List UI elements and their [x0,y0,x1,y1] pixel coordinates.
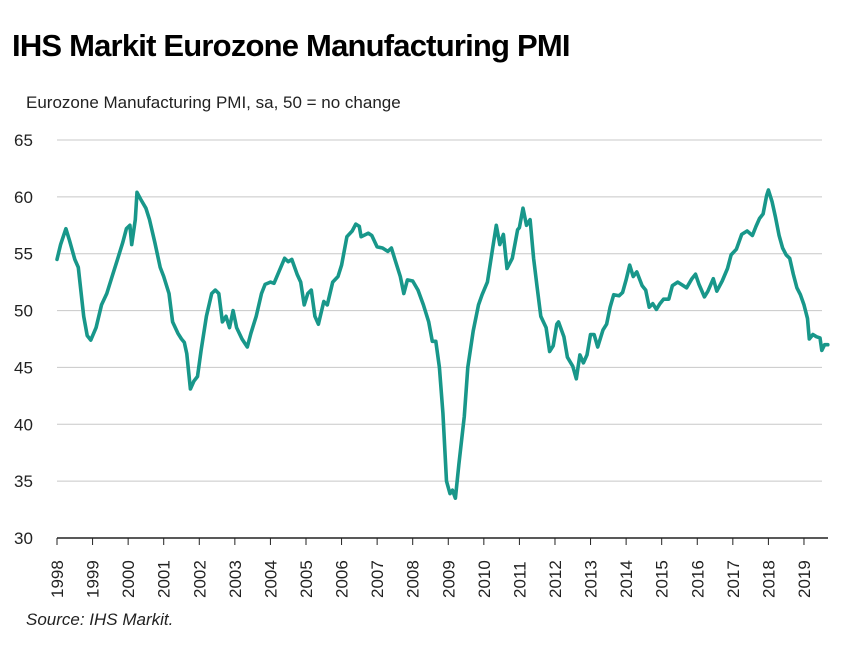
x-tick-label: 2015 [653,560,672,598]
y-tick-label: 30 [14,529,33,548]
chart-title: IHS Markit Eurozone Manufacturing PMI [12,28,571,63]
y-tick-label: 40 [14,415,33,434]
x-tick-label: 2001 [155,560,174,598]
x-tick-label: 2007 [368,560,387,598]
y-tick-label: 65 [14,131,33,150]
x-tick-label: 2003 [226,560,245,598]
x-tick-label: 2009 [439,560,458,598]
x-tick-label: 1998 [48,560,67,598]
series-line-pmi [55,188,830,500]
x-tick-label: 1999 [84,560,103,598]
x-tick-label: 2011 [510,561,529,598]
y-tick-label: 55 [14,245,33,264]
x-tick-label: 2016 [688,560,707,598]
y-tick-label: 50 [14,302,33,321]
x-tick-label: 2004 [261,560,280,598]
x-tick-label: 2019 [795,560,814,598]
x-tick-label: 2018 [759,560,778,598]
y-tick-label: 60 [14,188,33,207]
x-tick-label: 2017 [724,560,743,598]
x-tick-label: 2008 [404,560,423,598]
x-tick-label: 2012 [546,560,565,598]
x-tick-label: 2005 [297,560,316,598]
chart-subtitle: Eurozone Manufacturing PMI, sa, 50 = no … [26,93,401,112]
y-tick-label: 35 [14,472,33,491]
source-note: Source: IHS Markit. [26,610,174,629]
x-tick-label: 2000 [119,560,138,598]
x-tick-label: 2002 [190,560,209,598]
x-tick-label: 2014 [617,560,636,598]
x-tick-label: 2010 [475,560,494,598]
x-tick-label: 2006 [333,560,352,598]
x-tick-label: 2013 [582,560,601,598]
y-tick-label: 45 [14,358,33,377]
